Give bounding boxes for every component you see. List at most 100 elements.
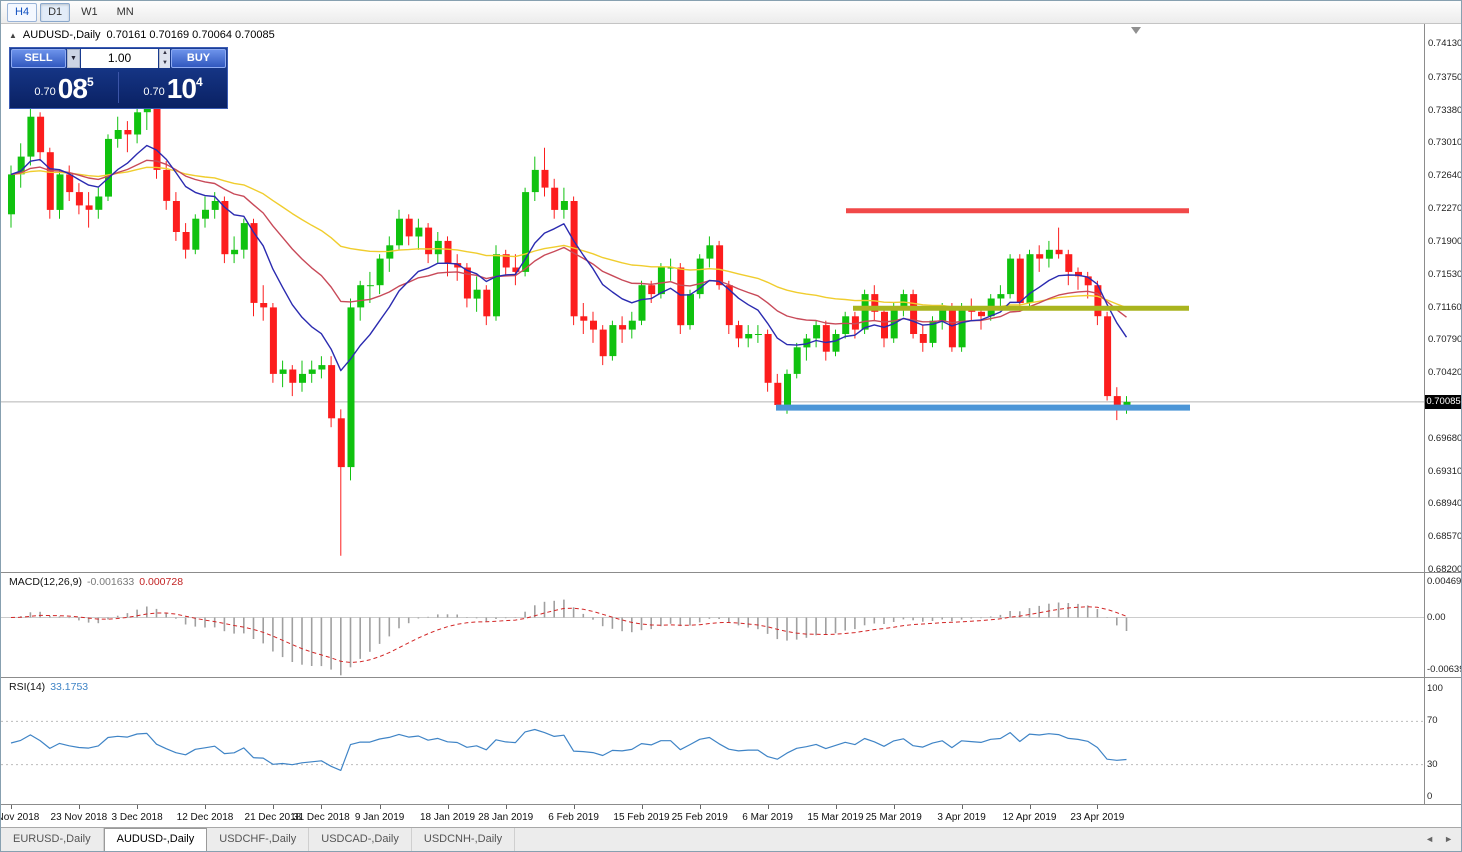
rsi-header: RSI(14) 33.1753 — [9, 681, 88, 693]
timeframe-button-w1[interactable]: W1 — [81, 5, 98, 18]
price-chart-canvas[interactable] — [1, 24, 1424, 572]
candlesticks — [8, 94, 1131, 556]
chart-tab-usdcad[interactable]: USDCAD-,Daily — [309, 828, 412, 851]
chart-tab-audusd[interactable]: AUDUSD-,Daily — [103, 828, 208, 851]
volume-dropdown-icon[interactable]: ▼ — [67, 49, 80, 68]
time-axis-tick — [379, 805, 381, 809]
price-axis-label: 0.69680 — [1428, 432, 1462, 444]
tab-scroll-controls: ◄ ► — [1422, 833, 1456, 845]
macd-axis-top-label: 0.004694 — [1427, 576, 1462, 587]
price-axis-label: 0.71900 — [1428, 235, 1462, 247]
chart-tab-eurusd[interactable]: EURUSD-,Daily — [1, 828, 104, 851]
time-axis-tick — [272, 805, 274, 809]
ma-mid-line[interactable] — [10, 159, 1127, 325]
time-axis-label: 12 Apr 2019 — [1002, 812, 1057, 823]
macd-canvas — [1, 599, 1424, 676]
timeframe-button-d1[interactable]: D1 — [40, 2, 71, 22]
rsi-canvas — [1, 720, 1424, 772]
sell-button[interactable]: SELL — [11, 49, 66, 68]
one-click-collapse-icon[interactable]: ▲ — [9, 30, 17, 40]
ma-slow-line[interactable] — [10, 166, 1127, 309]
chart-tab-usdcnh[interactable]: USDCNH-,Daily — [412, 828, 516, 851]
volume-input[interactable]: 1.00 — [81, 49, 158, 68]
buy-price[interactable]: 0.70 10 4 — [119, 69, 227, 106]
time-axis-tick — [137, 805, 139, 809]
ma-fast-line[interactable] — [10, 144, 1128, 372]
rsi-panel[interactable]: RSI(14) 33.1753 100 70 30 0 — [1, 677, 1461, 804]
price-axis-label: 0.68200 — [1428, 564, 1462, 576]
time-axis-tick — [447, 805, 449, 809]
time-axis-label: 6 Feb 2019 — [548, 812, 599, 823]
timeframe-button-h4[interactable]: H4 — [7, 2, 38, 22]
buy-price-big-digits: 10 — [166, 73, 197, 104]
time-axis-label: 25 Feb 2019 — [671, 812, 728, 823]
price-axis-label: 0.72640 — [1428, 170, 1462, 182]
price-axis-label: 0.74130 — [1428, 38, 1462, 50]
time-axis-tick — [961, 805, 963, 809]
macd-axis[interactable]: 0.004694 0.00 -0.00639 — [1424, 573, 1461, 677]
chart-tab-usdchf[interactable]: USDCHF-,Daily — [207, 828, 310, 851]
buy-price-prefix: 0.70 — [143, 86, 165, 98]
macd-label: MACD(12,26,9) — [9, 576, 82, 588]
time-axis-tick — [11, 805, 12, 809]
macd-axis-zero-label: 0.00 — [1427, 611, 1446, 623]
sell-price-pipette: 5 — [86, 75, 94, 89]
chart-header: ▲ AUDUSD-,Daily 0.70161 0.70169 0.70064 … — [9, 29, 275, 41]
price-axis-label: 0.68940 — [1428, 498, 1462, 510]
main-chart-panel[interactable]: ▲ AUDUSD-,Daily 0.70161 0.70169 0.70064 … — [1, 24, 1462, 576]
rsi-axis-label: 100 — [1427, 683, 1443, 694]
time-axis-tick — [78, 805, 80, 809]
current-price-box: 0.70085 — [1425, 394, 1461, 409]
time-axis-label: 23 Apr 2019 — [1070, 812, 1125, 823]
time-axis-tick — [321, 805, 323, 809]
rsi-line — [10, 728, 1127, 772]
time-axis-label: 12 Dec 2018 — [176, 812, 234, 823]
timeframe-toolbar: H4 D1 W1 MN — [1, 1, 1461, 24]
price-axis[interactable]: 0.70085 0.74130 0.73750 0.73380 0.73010 0.72… — [1424, 24, 1462, 576]
time-axis-tick — [641, 805, 643, 809]
time-axis-label: 18 Jan 2019 — [419, 812, 476, 823]
volume-increase-icon[interactable]: ▲ — [162, 50, 168, 56]
time-axis-label: 28 Jan 2019 — [478, 812, 534, 823]
chart-ohlc-values: 0.70161 0.70169 0.70064 0.70085 — [106, 29, 275, 41]
rsi-axis-label: 70 — [1427, 715, 1438, 727]
sell-price-big-digits: 08 — [57, 73, 88, 104]
time-axis-label: 23 Nov 2018 — [50, 812, 108, 823]
time-axis-tick — [205, 805, 206, 809]
macd-signal-line — [10, 606, 1127, 664]
sell-price[interactable]: 0.70 08 5 — [10, 69, 118, 106]
rsi-value: 33.1753 — [50, 681, 89, 693]
tabs-scroll-right-icon[interactable]: ► — [1444, 834, 1453, 844]
time-axis-label: 6 Mar 2019 — [742, 812, 793, 823]
rsi-axis-label: 30 — [1427, 758, 1438, 770]
tabs-scroll-left-icon[interactable]: ◄ — [1425, 834, 1435, 844]
trade-panel-divider — [118, 72, 119, 103]
time-axis-tick — [767, 805, 769, 809]
time-axis-label: 21 Dec 2018 — [244, 812, 302, 823]
macd-axis-bottom-label: -0.00639 — [1427, 664, 1462, 675]
macd-main-value: -0.001633 — [86, 576, 135, 588]
time-axis-tick — [699, 805, 701, 809]
macd-panel[interactable]: MACD(12,26,9) -0.001633 0.000728 0.004694 … — [1, 572, 1461, 677]
price-axis-label: 0.72270 — [1428, 203, 1462, 215]
volume-stepper: ▲ ▼ — [159, 49, 170, 68]
time-axis-tick — [505, 805, 507, 809]
buy-button[interactable]: BUY — [171, 49, 226, 68]
sell-price-prefix: 0.70 — [34, 86, 56, 98]
price-axis-label: 0.70420 — [1428, 367, 1462, 379]
price-axis-label: 0.70790 — [1428, 334, 1462, 346]
price-axis-label: 0.73010 — [1428, 137, 1462, 149]
timeframe-button-mn[interactable]: MN — [116, 5, 134, 18]
price-axis-label: 0.69310 — [1428, 465, 1462, 477]
time-axis-label: 25 Mar 2019 — [865, 812, 922, 823]
time-axis-label: 9 Jan 2019 — [354, 812, 405, 823]
chart-tab-bar: EURUSD-,Daily AUDUSD-,Daily USDCHF-,Daily U… — [1, 827, 1461, 851]
chart-title: AUDUSD-,Daily — [22, 29, 101, 41]
chart-shift-marker[interactable] — [1131, 27, 1141, 34]
rsi-axis[interactable]: 100 70 30 0 — [1424, 678, 1461, 804]
one-click-trading-panel: SELL ▼ 1.00 ▲ ▼ BUY 0.70 08 5 0.70 10 — [9, 47, 228, 109]
volume-decrease-icon[interactable]: ▼ — [162, 59, 168, 66]
rsi-axis-label: 0 — [1427, 791, 1433, 802]
